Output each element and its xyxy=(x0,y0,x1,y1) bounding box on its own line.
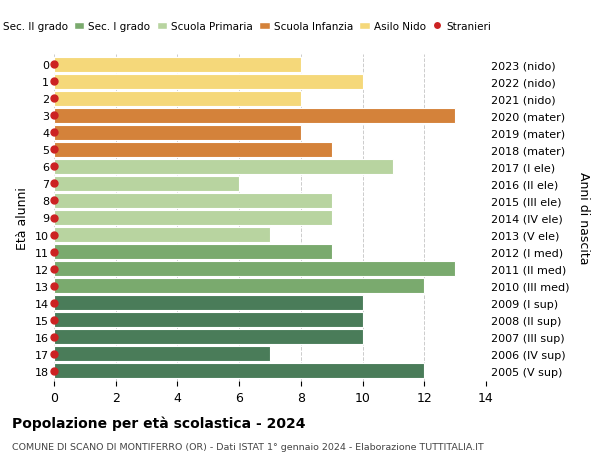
Bar xyxy=(54,143,332,157)
Bar xyxy=(54,228,270,242)
Point xyxy=(49,163,59,171)
Point xyxy=(49,265,59,273)
Bar xyxy=(54,313,362,327)
Point xyxy=(49,248,59,256)
Point xyxy=(49,78,59,86)
Y-axis label: Età alunni: Età alunni xyxy=(16,187,29,249)
Point xyxy=(49,146,59,154)
Point xyxy=(49,367,59,375)
Point xyxy=(49,282,59,290)
Point xyxy=(49,231,59,239)
Bar xyxy=(54,109,455,123)
Bar xyxy=(54,262,455,276)
Point xyxy=(49,180,59,188)
Point xyxy=(49,316,59,324)
Point xyxy=(49,333,59,341)
Bar xyxy=(54,364,424,378)
Bar xyxy=(54,92,301,106)
Bar xyxy=(54,296,362,310)
Bar xyxy=(54,160,394,174)
Bar xyxy=(54,126,301,140)
Bar xyxy=(54,279,424,293)
Point xyxy=(49,299,59,307)
Bar xyxy=(54,245,332,259)
Point xyxy=(49,95,59,103)
Bar xyxy=(54,347,270,361)
Y-axis label: Anni di nascita: Anni di nascita xyxy=(577,172,590,264)
Point xyxy=(49,350,59,358)
Point xyxy=(49,62,59,69)
Bar xyxy=(54,330,362,344)
Legend: Sec. II grado, Sec. I grado, Scuola Primaria, Scuola Infanzia, Asilo Nido, Stran: Sec. II grado, Sec. I grado, Scuola Prim… xyxy=(0,18,496,36)
Point xyxy=(49,197,59,205)
Bar xyxy=(54,177,239,191)
Bar xyxy=(54,194,332,208)
Point xyxy=(49,214,59,222)
Text: COMUNE DI SCANO DI MONTIFERRO (OR) - Dati ISTAT 1° gennaio 2024 - Elaborazione T: COMUNE DI SCANO DI MONTIFERRO (OR) - Dat… xyxy=(12,442,484,451)
Point xyxy=(49,129,59,137)
Bar xyxy=(54,58,301,73)
Text: Popolazione per età scolastica - 2024: Popolazione per età scolastica - 2024 xyxy=(12,415,305,430)
Point xyxy=(49,112,59,120)
Bar xyxy=(54,211,332,225)
Bar xyxy=(54,75,362,90)
